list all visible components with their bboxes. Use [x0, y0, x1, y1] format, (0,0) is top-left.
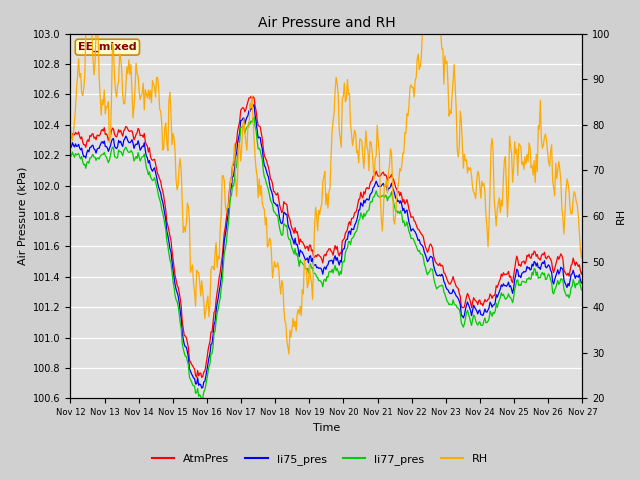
Y-axis label: RH: RH: [616, 208, 626, 224]
Y-axis label: Air Pressure (kPa): Air Pressure (kPa): [17, 167, 28, 265]
Title: Air Pressure and RH: Air Pressure and RH: [257, 16, 396, 30]
Legend: AtmPres, li75_pres, li77_pres, RH: AtmPres, li75_pres, li77_pres, RH: [147, 450, 493, 469]
X-axis label: Time: Time: [313, 423, 340, 432]
Text: EE_mixed: EE_mixed: [78, 42, 137, 52]
